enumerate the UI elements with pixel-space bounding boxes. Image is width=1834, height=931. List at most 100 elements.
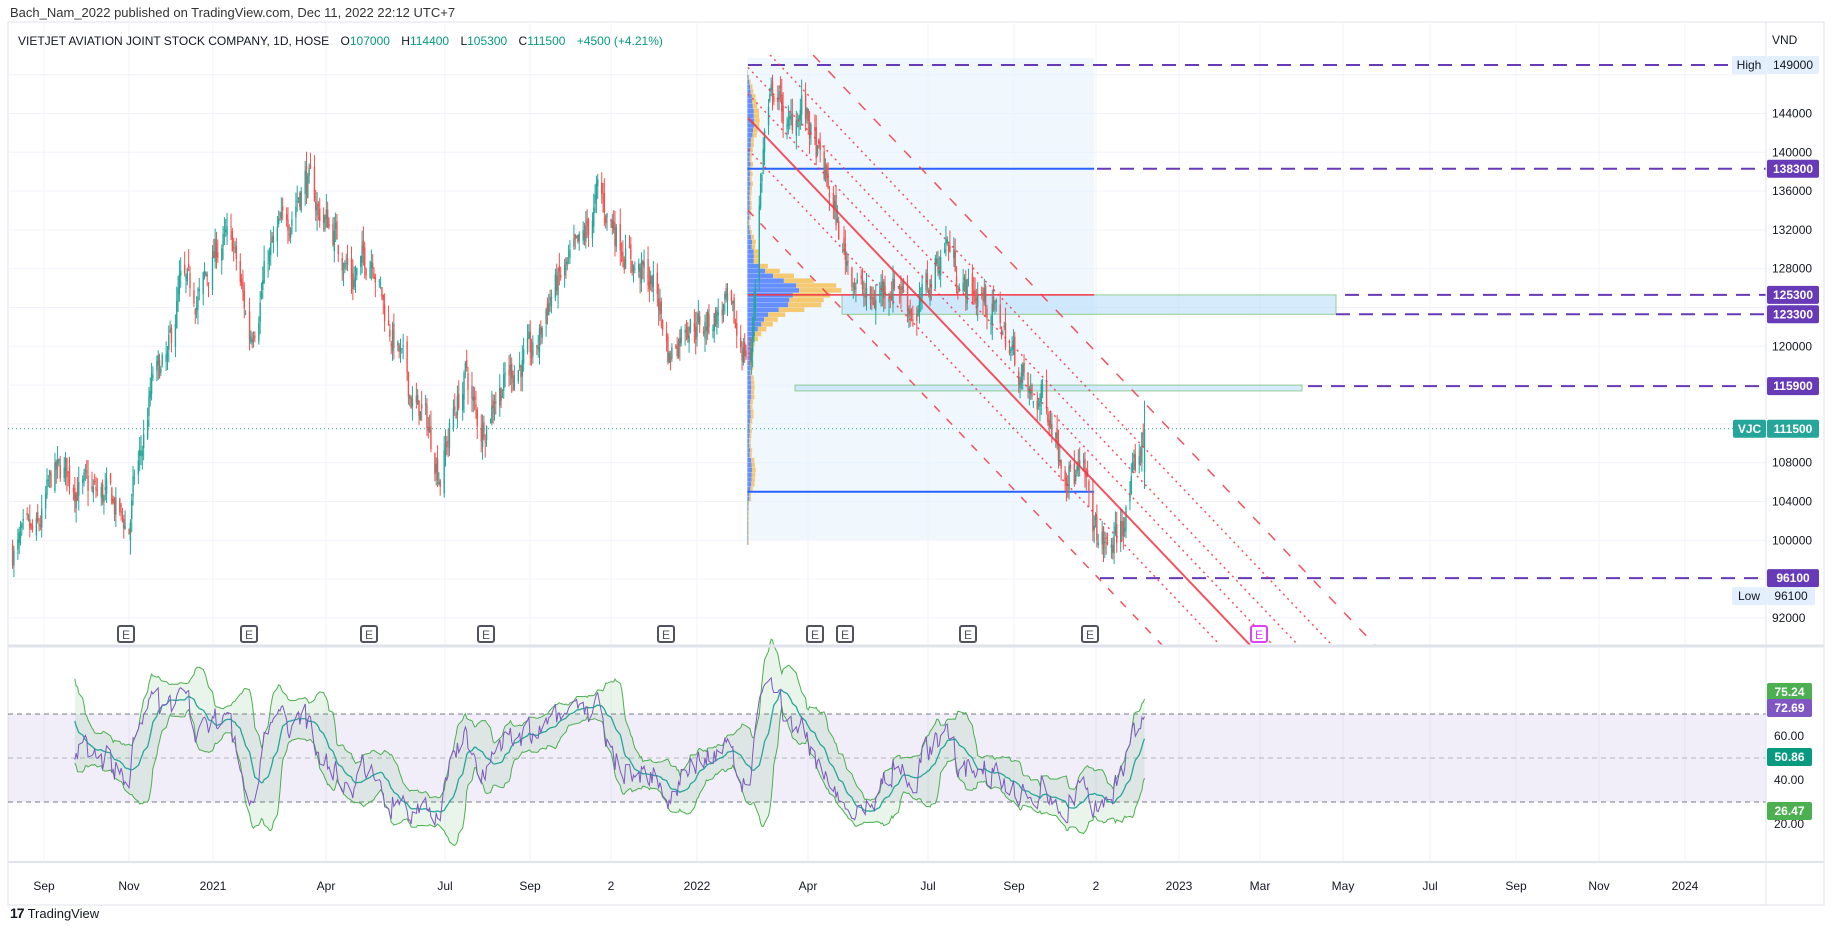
candle-body [741,351,743,361]
candle [223,217,226,245]
candle [1018,367,1020,393]
candle [243,282,245,319]
candle-body [630,244,632,259]
candle [180,257,182,288]
candle-body [929,279,931,301]
candle [958,283,960,293]
candle-body [521,359,523,377]
earnings-marker-label: E [365,628,373,642]
candle [250,330,252,345]
regression-channel[interactable] [747,54,1376,646]
candle-body [1019,381,1021,389]
candle-body [847,260,849,263]
candle-body [356,267,358,276]
candle [17,528,19,560]
candle-body [639,267,641,279]
low-label: Low [1738,589,1760,603]
candle [680,326,682,347]
candle [370,249,373,281]
earnings-marker-label: E [245,628,253,642]
rsi-axis[interactable]: 60.00 40.00 20.00 75.24 72.69 50.86 26.47 [1767,683,1812,831]
candle-body [901,286,903,291]
candle-body [406,341,408,373]
candle [602,182,604,213]
candle-body [317,203,320,207]
candle [169,320,171,334]
candle [1047,407,1049,426]
candle-body [67,471,69,473]
tradingview-logo[interactable]: 17 TradingView [10,905,99,921]
candle [732,300,734,312]
candle [536,344,538,355]
volume-profile-bar-up [747,254,754,259]
candle-body [687,326,689,339]
candle [890,281,893,302]
candle-body [1129,494,1131,502]
candle-body [448,422,451,449]
volume-profile-bar-down [749,229,752,235]
candle [150,362,153,401]
candle-body [124,525,126,529]
candle-body [189,273,191,289]
volume-profile-bar-down [749,200,752,206]
candle-body [634,268,636,270]
rsi-ma-tag: 50.86 [1774,750,1804,764]
candle-body [436,458,439,481]
candle-body [1049,420,1052,427]
candle-body [736,323,738,336]
candle [157,350,159,380]
candle-body [575,235,578,237]
channel-line [747,66,1299,646]
candle-body [86,471,88,473]
candle-body [157,355,159,366]
low-label: L [460,34,468,48]
candle-body [170,327,173,344]
candle [966,279,968,311]
candle [834,194,836,220]
candle [1141,432,1143,472]
candle [239,253,241,287]
volume-profile-bar-up [747,380,752,385]
rsi-band [8,714,1766,802]
candle [103,494,105,515]
volume-profile-bar-down [750,147,753,152]
candle [462,381,464,421]
candle-body [103,495,105,503]
candle [299,191,301,211]
candle-body [309,164,312,169]
candle-body [271,236,273,243]
candle [30,522,32,530]
candle [142,419,145,461]
candle [221,244,223,275]
volume-profile-bar-up [747,137,751,143]
volume-profile-bar-up [747,123,754,128]
candle-body [586,219,588,226]
candle [297,197,300,204]
candle-body [353,280,355,288]
candle [58,458,60,467]
volume-profile-bar-down [752,132,757,138]
open-label: O [340,34,350,48]
earnings-marker: E [240,625,258,643]
candle [215,231,218,269]
candle [659,288,661,322]
candle-body [593,207,595,227]
candle [971,264,974,305]
candle-body [495,401,497,404]
candle [1032,400,1035,408]
candle [129,519,132,555]
candle-body [473,396,476,400]
candle-body [250,336,252,343]
candle-body [716,310,718,324]
time-tick-label: May [1332,879,1355,893]
high-value: 114400 [409,34,450,48]
time-tick-label: Sep [33,879,55,893]
price-axis[interactable]: VND 144000 140000 136000 132000 128000 120000… [1732,33,1819,625]
candle [402,333,404,360]
earnings-marker-label: E [811,628,819,642]
volume-profile-bar-down [751,394,755,400]
candle [808,111,811,154]
candle-body [313,166,316,201]
time-axis[interactable]: Sep Nov 2021 Apr Jul Sep 2 2022 Apr Jul Sep 2 2023 Ma… [33,879,1698,893]
